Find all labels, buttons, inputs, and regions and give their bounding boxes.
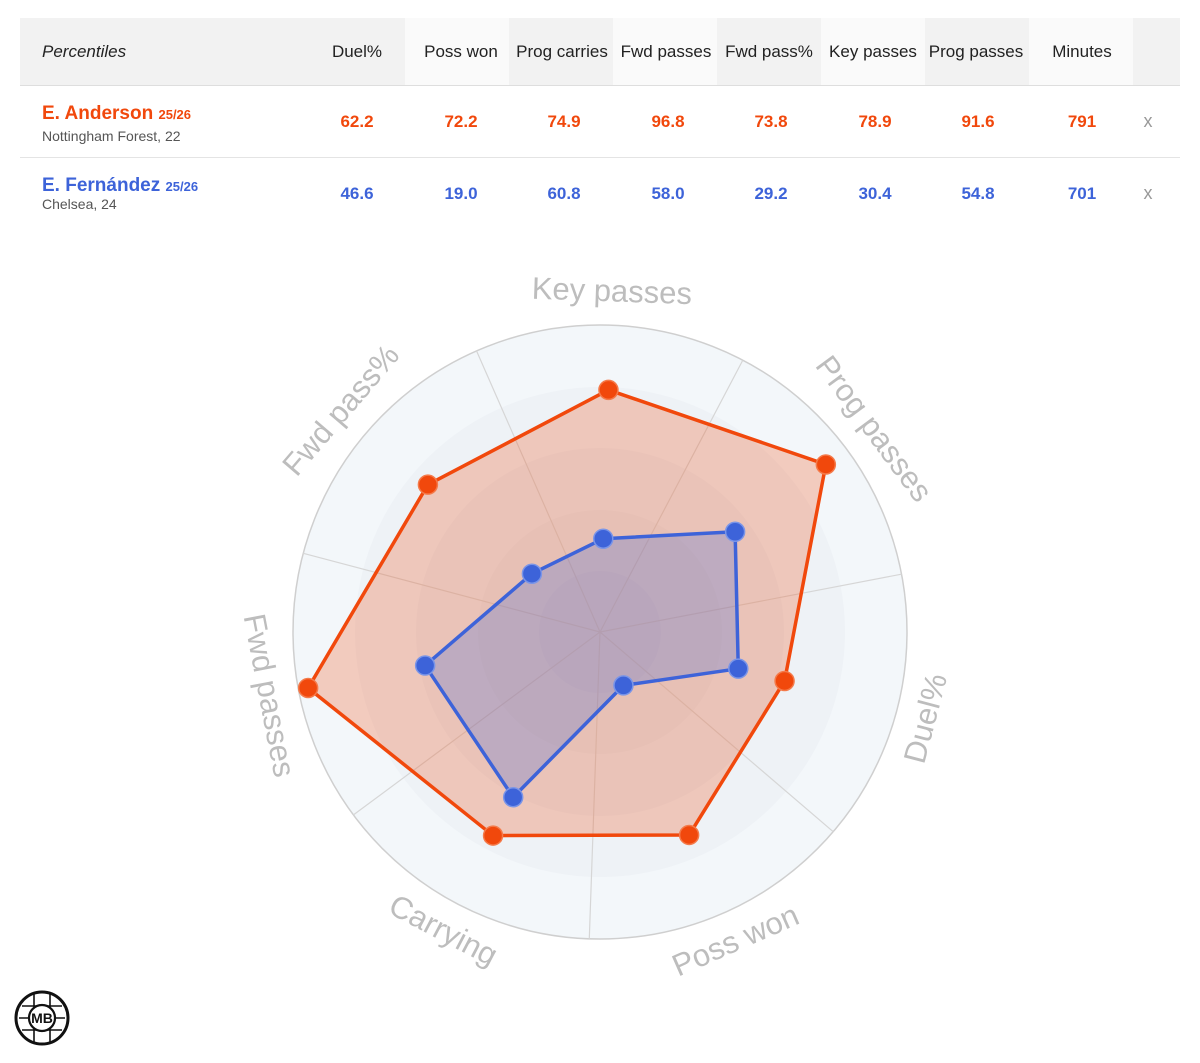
header-prog-carries[interactable]: Prog carries bbox=[516, 41, 608, 61]
player-season: 25/26 bbox=[158, 107, 192, 122]
series-area-fernandez bbox=[423, 530, 741, 799]
data-point bbox=[598, 379, 619, 401]
header-fwd-pass-pct[interactable]: Fwd pass% bbox=[725, 41, 813, 61]
grid-spoke bbox=[303, 552, 601, 633]
grid-spoke bbox=[599, 631, 834, 833]
data-point bbox=[728, 658, 749, 679]
header-prog-passes[interactable]: Prog passes bbox=[928, 41, 1024, 61]
value-minutes: 701 bbox=[1067, 183, 1097, 203]
value-prog-passes: 54.8 bbox=[961, 183, 995, 203]
value-minutes: 791 bbox=[1067, 111, 1097, 131]
axis-label: Duel% bbox=[897, 670, 954, 767]
player-name[interactable]: E. Anderson 25/26 bbox=[42, 103, 191, 125]
data-point bbox=[521, 563, 543, 584]
header-fwd-passes[interactable]: Fwd passes bbox=[620, 41, 712, 61]
value-key-passes: 30.4 bbox=[858, 183, 892, 203]
value-fwd-passes: 58.0 bbox=[651, 183, 685, 203]
header-key-passes[interactable]: Key passes bbox=[829, 41, 917, 61]
percentiles-table: Percentiles Duel% Poss won Prog carries … bbox=[20, 18, 1180, 229]
value-fwd-pass-pct: 73.8 bbox=[754, 111, 788, 131]
value-key-passes: 78.9 bbox=[858, 111, 892, 131]
player-name-text: E. Fernández bbox=[42, 175, 161, 196]
header-percentiles: Percentiles bbox=[42, 41, 127, 61]
grid-spoke bbox=[599, 359, 744, 633]
data-point bbox=[482, 825, 504, 846]
column-stripe bbox=[613, 18, 717, 85]
grid-spoke bbox=[353, 631, 601, 816]
axis-label: Fwd passes bbox=[237, 611, 303, 780]
data-point bbox=[613, 675, 634, 696]
mb-logo: MB bbox=[14, 990, 70, 1046]
grid-spoke bbox=[475, 350, 601, 633]
series-area-anderson bbox=[306, 388, 828, 838]
column-stripe bbox=[1029, 18, 1133, 85]
value-prog-passes: 91.6 bbox=[961, 111, 995, 131]
remove-player-button[interactable]: x bbox=[1143, 111, 1153, 131]
header-minutes[interactable]: Minutes bbox=[1052, 41, 1112, 61]
column-stripe bbox=[821, 18, 925, 85]
data-point bbox=[417, 474, 439, 495]
axis-label: Key passes bbox=[531, 271, 692, 312]
header-duel-pct[interactable]: Duel% bbox=[331, 41, 383, 61]
data-point bbox=[593, 528, 614, 549]
remove-player-button[interactable]: x bbox=[1143, 183, 1153, 203]
grid-spoke bbox=[599, 573, 902, 633]
player-name[interactable]: E. Fernández 25/26 bbox=[42, 175, 198, 197]
value-prog-carries: 60.8 bbox=[547, 183, 581, 203]
value-poss-won: 72.2 bbox=[444, 111, 478, 131]
player-team: Chelsea, 24 bbox=[42, 196, 117, 212]
value-duel-pct: 62.2 bbox=[340, 111, 374, 131]
data-point bbox=[678, 824, 700, 846]
table-header: Percentiles Duel% Poss won Prog carries … bbox=[20, 18, 1180, 86]
value-prog-carries: 74.9 bbox=[547, 111, 581, 131]
data-point bbox=[724, 521, 746, 543]
data-point bbox=[297, 677, 319, 699]
value-poss-won: 19.0 bbox=[444, 183, 478, 203]
value-fwd-passes: 96.8 bbox=[651, 111, 685, 131]
player-season: 25/26 bbox=[165, 179, 199, 194]
player-name-text: E. Anderson bbox=[42, 103, 154, 124]
data-point bbox=[502, 786, 524, 808]
player-row-anderson: E. Anderson 25/26 Nottingham Forest, 22 … bbox=[20, 86, 1180, 158]
logo-text: MB bbox=[31, 1010, 53, 1026]
header-poss-won[interactable]: Poss won bbox=[424, 41, 498, 61]
grid-spoke bbox=[588, 631, 601, 939]
player-team: Nottingham Forest, 22 bbox=[42, 128, 181, 144]
value-duel-pct: 46.6 bbox=[340, 183, 374, 203]
value-fwd-pass-pct: 29.2 bbox=[754, 183, 788, 203]
column-stripe bbox=[405, 18, 509, 85]
data-point bbox=[414, 655, 436, 676]
data-point bbox=[774, 670, 795, 692]
player-row-fernandez: E. Fernández 25/26 Chelsea, 24 46.6 19.0… bbox=[20, 158, 1180, 229]
data-point bbox=[815, 454, 837, 475]
